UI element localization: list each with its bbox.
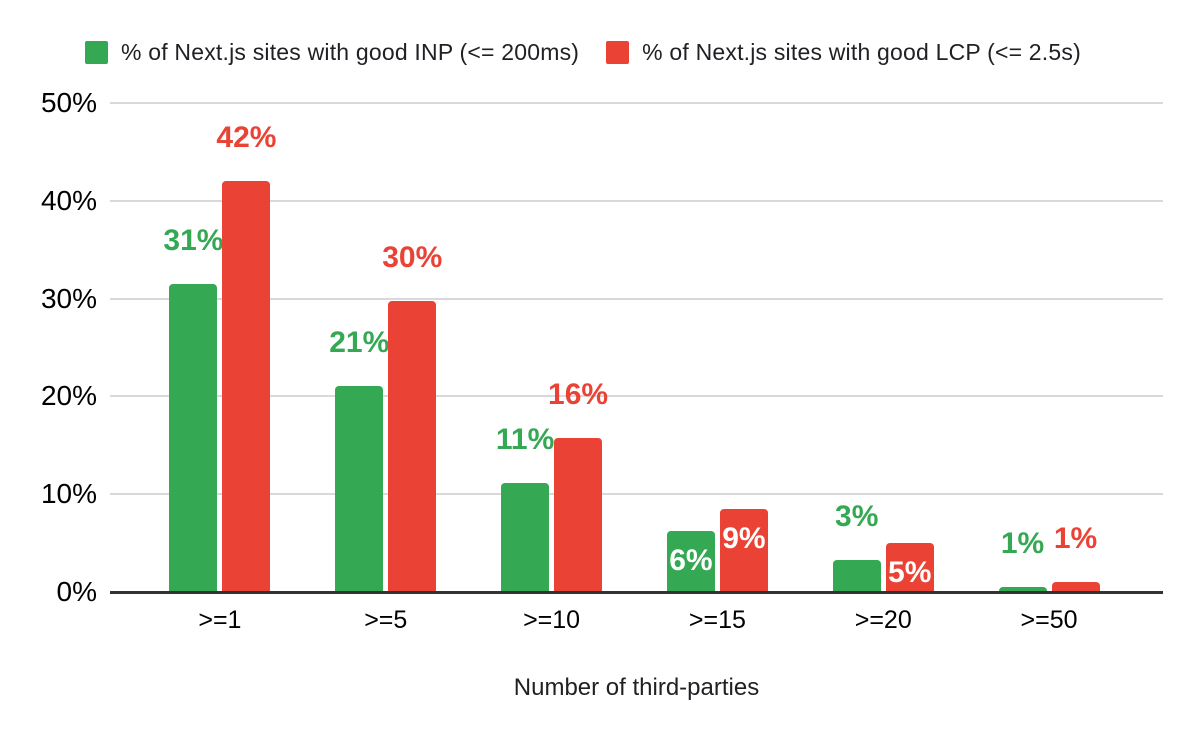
bar: 5% [885, 543, 934, 592]
bar: 1% [998, 527, 1047, 592]
bar-value-label: 42% [216, 121, 277, 155]
bar-groups: 31% 42% 21% 30% 11% 16% 6% 9% 3% 5% 1% 1% [137, 103, 1132, 592]
x-tick-label: >=5 [364, 606, 408, 634]
bar: 9% [719, 508, 768, 592]
inp-legend-label: % of Next.js sites with good INP (<= 200… [121, 39, 580, 65]
gridline-10% [110, 493, 1163, 496]
y-tick-label: 30% [40, 282, 97, 314]
bar: 31% [163, 224, 223, 592]
bar: 21% [329, 326, 389, 592]
y-tick-label: 50% [40, 87, 97, 118]
x-tick-label: >=15 [688, 606, 746, 634]
y-tick-label: 10% [40, 478, 97, 510]
bar-value-label: 1% [1053, 522, 1098, 556]
plot-area: 31% 42% 21% 30% 11% 16% 6% 9% 3% 5% 1% 1% [110, 102, 1163, 594]
bar-value-label: 9% [722, 521, 766, 555]
bar: 6% [666, 531, 715, 592]
bar-value-label: 6% [669, 544, 713, 578]
legend-item-inp: % of Next.js sites with good INP (<= 200… [85, 39, 579, 66]
bar-value-label: 31% [163, 223, 224, 257]
bar-group->=5: 21% 30% [303, 103, 469, 592]
legend-item-lcp: % of Next.js sites with good LCP (<= 2.5… [606, 39, 1081, 66]
bar-group->=10: 11% 16% [469, 103, 635, 592]
bar-value-label: 1% [1000, 527, 1045, 561]
bar-value-label: 21% [329, 325, 390, 359]
gridline-20% [110, 395, 1163, 398]
x-tick-label: >=20 [854, 606, 912, 634]
bar: 42% [216, 121, 276, 592]
x-axis-title: Number of third-parties [513, 674, 760, 701]
gridline-40% [110, 199, 1163, 202]
bar: 16% [548, 378, 608, 592]
y-tick-label: 40% [40, 184, 97, 216]
gridline-30% [110, 297, 1163, 300]
x-tick-label: >=10 [523, 606, 581, 634]
x-axis-labels: >=1 >=5 >=10 >=15 >=20 >=50 [137, 606, 1132, 635]
bar-value-label: 16% [548, 378, 609, 412]
legend: % of Next.js sites with good INP (<= 200… [85, 39, 1081, 66]
x-tick-label: >=50 [1020, 606, 1078, 634]
bar-group->=15: 6% 9% [634, 103, 800, 592]
bar-group->=1: 31% 42% [137, 103, 303, 592]
bar: 3% [832, 500, 881, 592]
bar-value-label: 30% [382, 240, 443, 274]
bar-group->=20: 3% 5% [800, 103, 966, 592]
bar: 11% [496, 423, 554, 592]
bar: 30% [382, 241, 442, 592]
bar-value-label: 11% [495, 423, 555, 457]
inp-legend-swatch [85, 41, 108, 64]
x-tick-label: >=1 [198, 606, 242, 634]
bar-value-label: 5% [888, 556, 932, 590]
y-tick-label: 0% [56, 576, 97, 607]
bar: 1% [1051, 522, 1100, 592]
gridline-50% [110, 102, 1163, 104]
lcp-legend-label: % of Next.js sites with good LCP (<= 2.5… [642, 39, 1081, 65]
lcp-legend-swatch [606, 41, 630, 64]
x-axis-baseline [110, 591, 1163, 594]
y-tick-label: 20% [40, 380, 97, 412]
bar-value-label: 3% [835, 499, 879, 533]
bar-group->=50: 1% 1% [966, 103, 1132, 592]
